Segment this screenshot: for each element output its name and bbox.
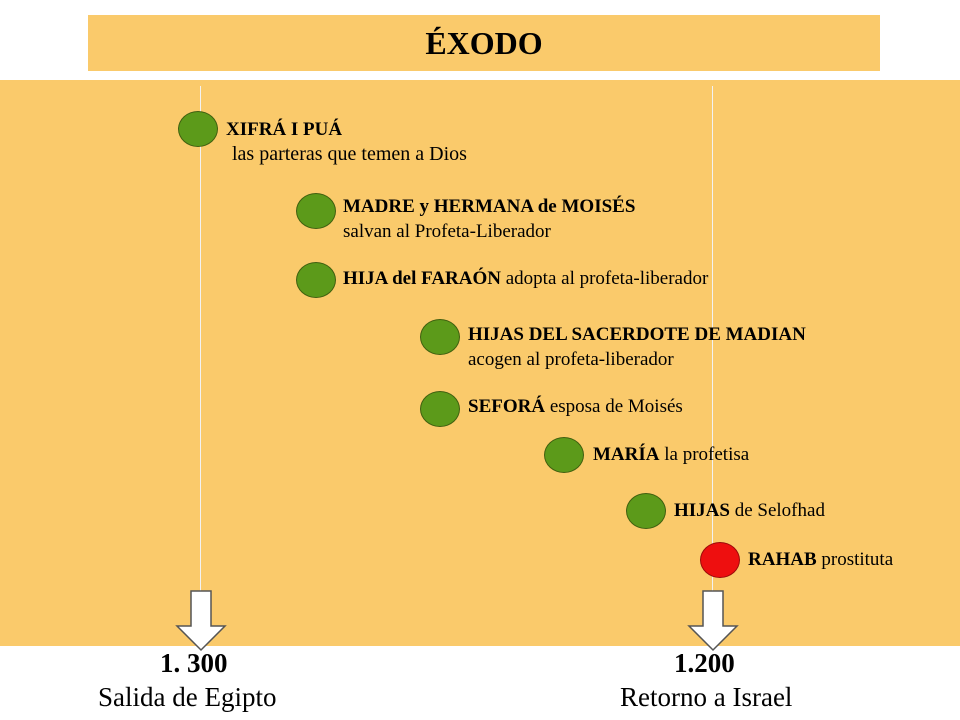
down-arrow-icon [175, 590, 227, 652]
event-detail: la profetisa [659, 444, 750, 465]
event-name: MADRE y HERMANA de MOISÉS [343, 196, 636, 217]
event-subtitle: salvan al Profeta-Liberador [343, 221, 551, 242]
event-item: HIJAS de Selofhad [674, 498, 825, 523]
end-date: 1.200 [674, 648, 735, 678]
event-name: XIFRÁ I PUÁ [226, 119, 343, 140]
title-banner: ÉXODO [88, 15, 880, 71]
event-marker-green [296, 262, 336, 298]
event-item: HIJA del FARAÓN adopta al profeta-libera… [343, 266, 708, 291]
event-marker-green [296, 193, 336, 229]
event-name: RAHAB [748, 549, 817, 570]
down-arrow-icon [687, 590, 739, 652]
end-caption: Retorno a Israel [620, 682, 793, 712]
start-caption: Salida de Egipto [98, 682, 277, 712]
event-detail: prostituta [816, 549, 894, 570]
event-detail: de Selofhad [729, 500, 825, 521]
page-title: ÉXODO [425, 24, 543, 61]
event-item: RAHAB prostituta [748, 547, 893, 572]
timeline-panel [0, 80, 960, 646]
event-item: SEFORÁ esposa de Moisés [468, 394, 683, 419]
timeline-line-start [200, 86, 201, 634]
event-marker-green [544, 437, 584, 473]
event-name: HIJAS [674, 500, 730, 521]
event-item: MADRE y HERMANA de MOISÉS salvan al Prof… [343, 194, 635, 244]
event-marker-green [420, 319, 460, 355]
event-item: HIJAS DEL SACERDOTE DE MADIAN acogen al … [468, 322, 806, 372]
event-marker-red [700, 542, 740, 578]
event-subtitle: acogen al profeta-liberador [468, 349, 674, 370]
event-detail: esposa de Moisés [545, 396, 683, 417]
event-marker-green [178, 111, 218, 147]
event-name: HIJA del FARAÓN [343, 268, 501, 289]
event-detail: adopta al profeta-liberador [500, 268, 709, 289]
event-marker-green [420, 391, 460, 427]
event-item: MARÍA la profetisa [593, 442, 749, 467]
event-marker-green [626, 493, 666, 529]
timeline-line-end [712, 86, 713, 634]
event-subtitle: las parteras que temen a Dios [232, 143, 467, 165]
start-date: 1. 300 [160, 648, 228, 678]
event-name: HIJAS DEL SACERDOTE DE MADIAN [468, 324, 806, 345]
event-name: MARÍA [593, 444, 660, 465]
event-item: XIFRÁ I PUÁ las parteras que temen a Dio… [226, 117, 467, 167]
event-name: SEFORÁ [468, 396, 546, 417]
